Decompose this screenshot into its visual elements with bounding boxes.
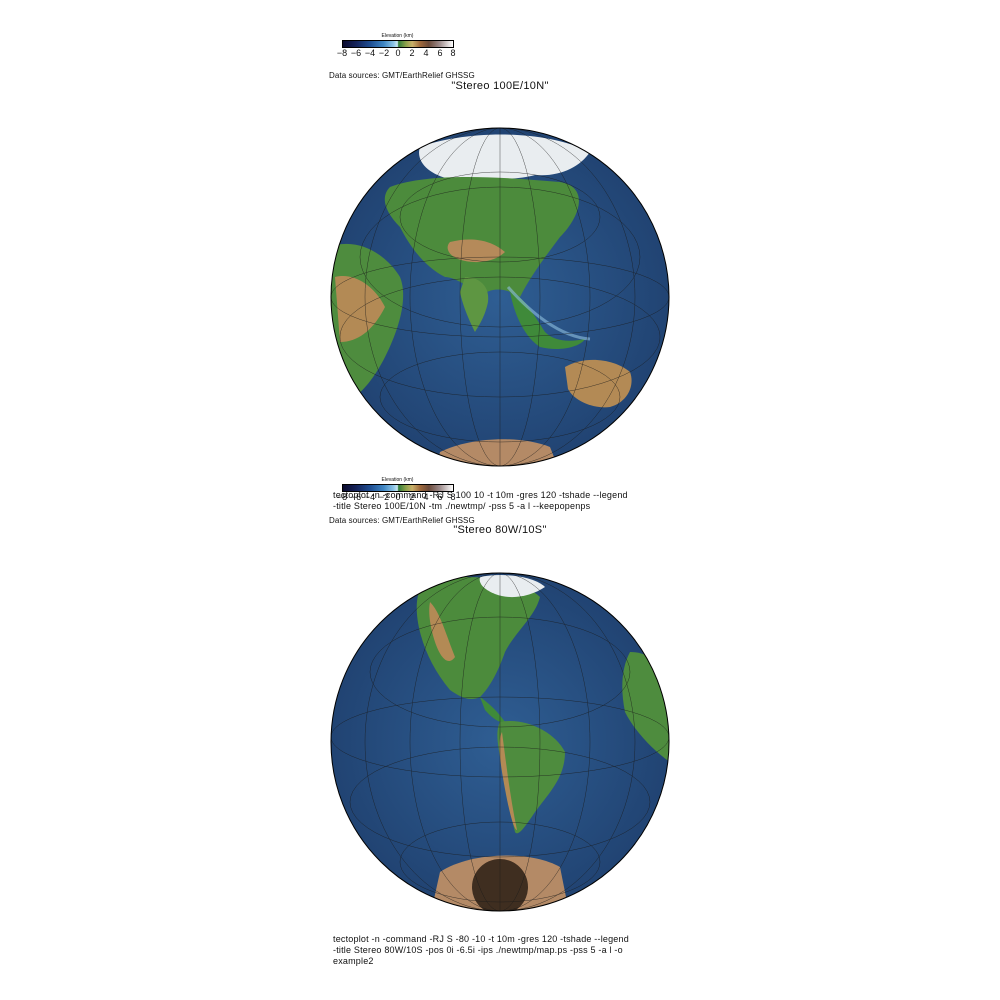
legend-ticks: −8 −6 −4 −2 0 2 4 6 8 [336, 48, 458, 58]
stereographic-map [330, 572, 670, 912]
legend-tick: 2 [409, 48, 415, 58]
legend-tick: 8 [450, 48, 456, 58]
legend-tick: 0 [395, 492, 401, 502]
landmass-central-america [480, 697, 505, 723]
legend-tick: 8 [450, 492, 456, 502]
legend-tick: 6 [437, 48, 443, 58]
arctic-ice [419, 134, 590, 179]
africa-highlands [335, 276, 385, 342]
landmass-north-america [416, 577, 540, 700]
map-panel-top: Elevation (km) −8 −6 −4 −2 0 2 4 6 8 Dat… [329, 33, 670, 467]
rocky-mountains [429, 602, 455, 662]
command-caption-bottom: tectoplot -n -command -RJ S -80 -10 -t 1… [333, 934, 629, 966]
andes [499, 732, 517, 830]
legend-tick: −2 [378, 48, 390, 58]
map-title: "Stereo 100E/10N" [451, 80, 549, 92]
landmass-india [460, 277, 489, 332]
legend-tick: −8 [336, 492, 348, 502]
legend-tick: 4 [423, 492, 429, 502]
landmass-eurasia [384, 177, 579, 297]
legend-tick: 4 [423, 48, 429, 58]
graticule [331, 573, 669, 911]
stereographic-map [330, 127, 670, 467]
legend-title: Elevation (km) [381, 477, 414, 483]
legend-colorbar [342, 40, 454, 48]
legend-tick: −2 [378, 492, 390, 502]
legend-ticks: −8 −6 −4 −2 0 2 4 6 8 [336, 492, 458, 502]
legend-tick: −8 [336, 48, 348, 58]
globe-map-eastern [330, 127, 670, 467]
legend-tick: 6 [437, 492, 443, 502]
globe-map-western [330, 572, 670, 912]
landmass-australia [565, 359, 632, 408]
legend-tick: 2 [409, 492, 415, 502]
legend-title: Elevation (km) [381, 33, 414, 39]
legend-tick: −6 [350, 48, 362, 58]
legend-tick: −4 [364, 48, 376, 58]
map-frame [330, 127, 670, 467]
continental-shelf [506, 286, 591, 341]
legend-colorbar [342, 484, 454, 492]
legend-tick: −6 [350, 492, 362, 502]
arctic-ice [479, 575, 545, 598]
command-caption-top: tectoplot -n -command -RJ S 100 10 -t 10… [333, 490, 628, 511]
graticule [331, 128, 669, 466]
map-frame [330, 572, 670, 912]
landmass-se-asia [510, 292, 585, 350]
map-title: "Stereo 80W/10S" [453, 524, 547, 536]
map-panel-bottom: Elevation (km) −8 −6 −4 −2 0 2 4 6 8 Dat… [0, 445, 1000, 945]
data-sources-label: Data sources: GMT/EarthRelief GHSSG [329, 71, 475, 80]
legend-tick: −4 [364, 492, 376, 502]
legend-tick: 0 [395, 48, 401, 58]
landmass-south-america [497, 721, 565, 834]
data-sources-label: Data sources: GMT/EarthRelief GHSSG [329, 516, 475, 525]
